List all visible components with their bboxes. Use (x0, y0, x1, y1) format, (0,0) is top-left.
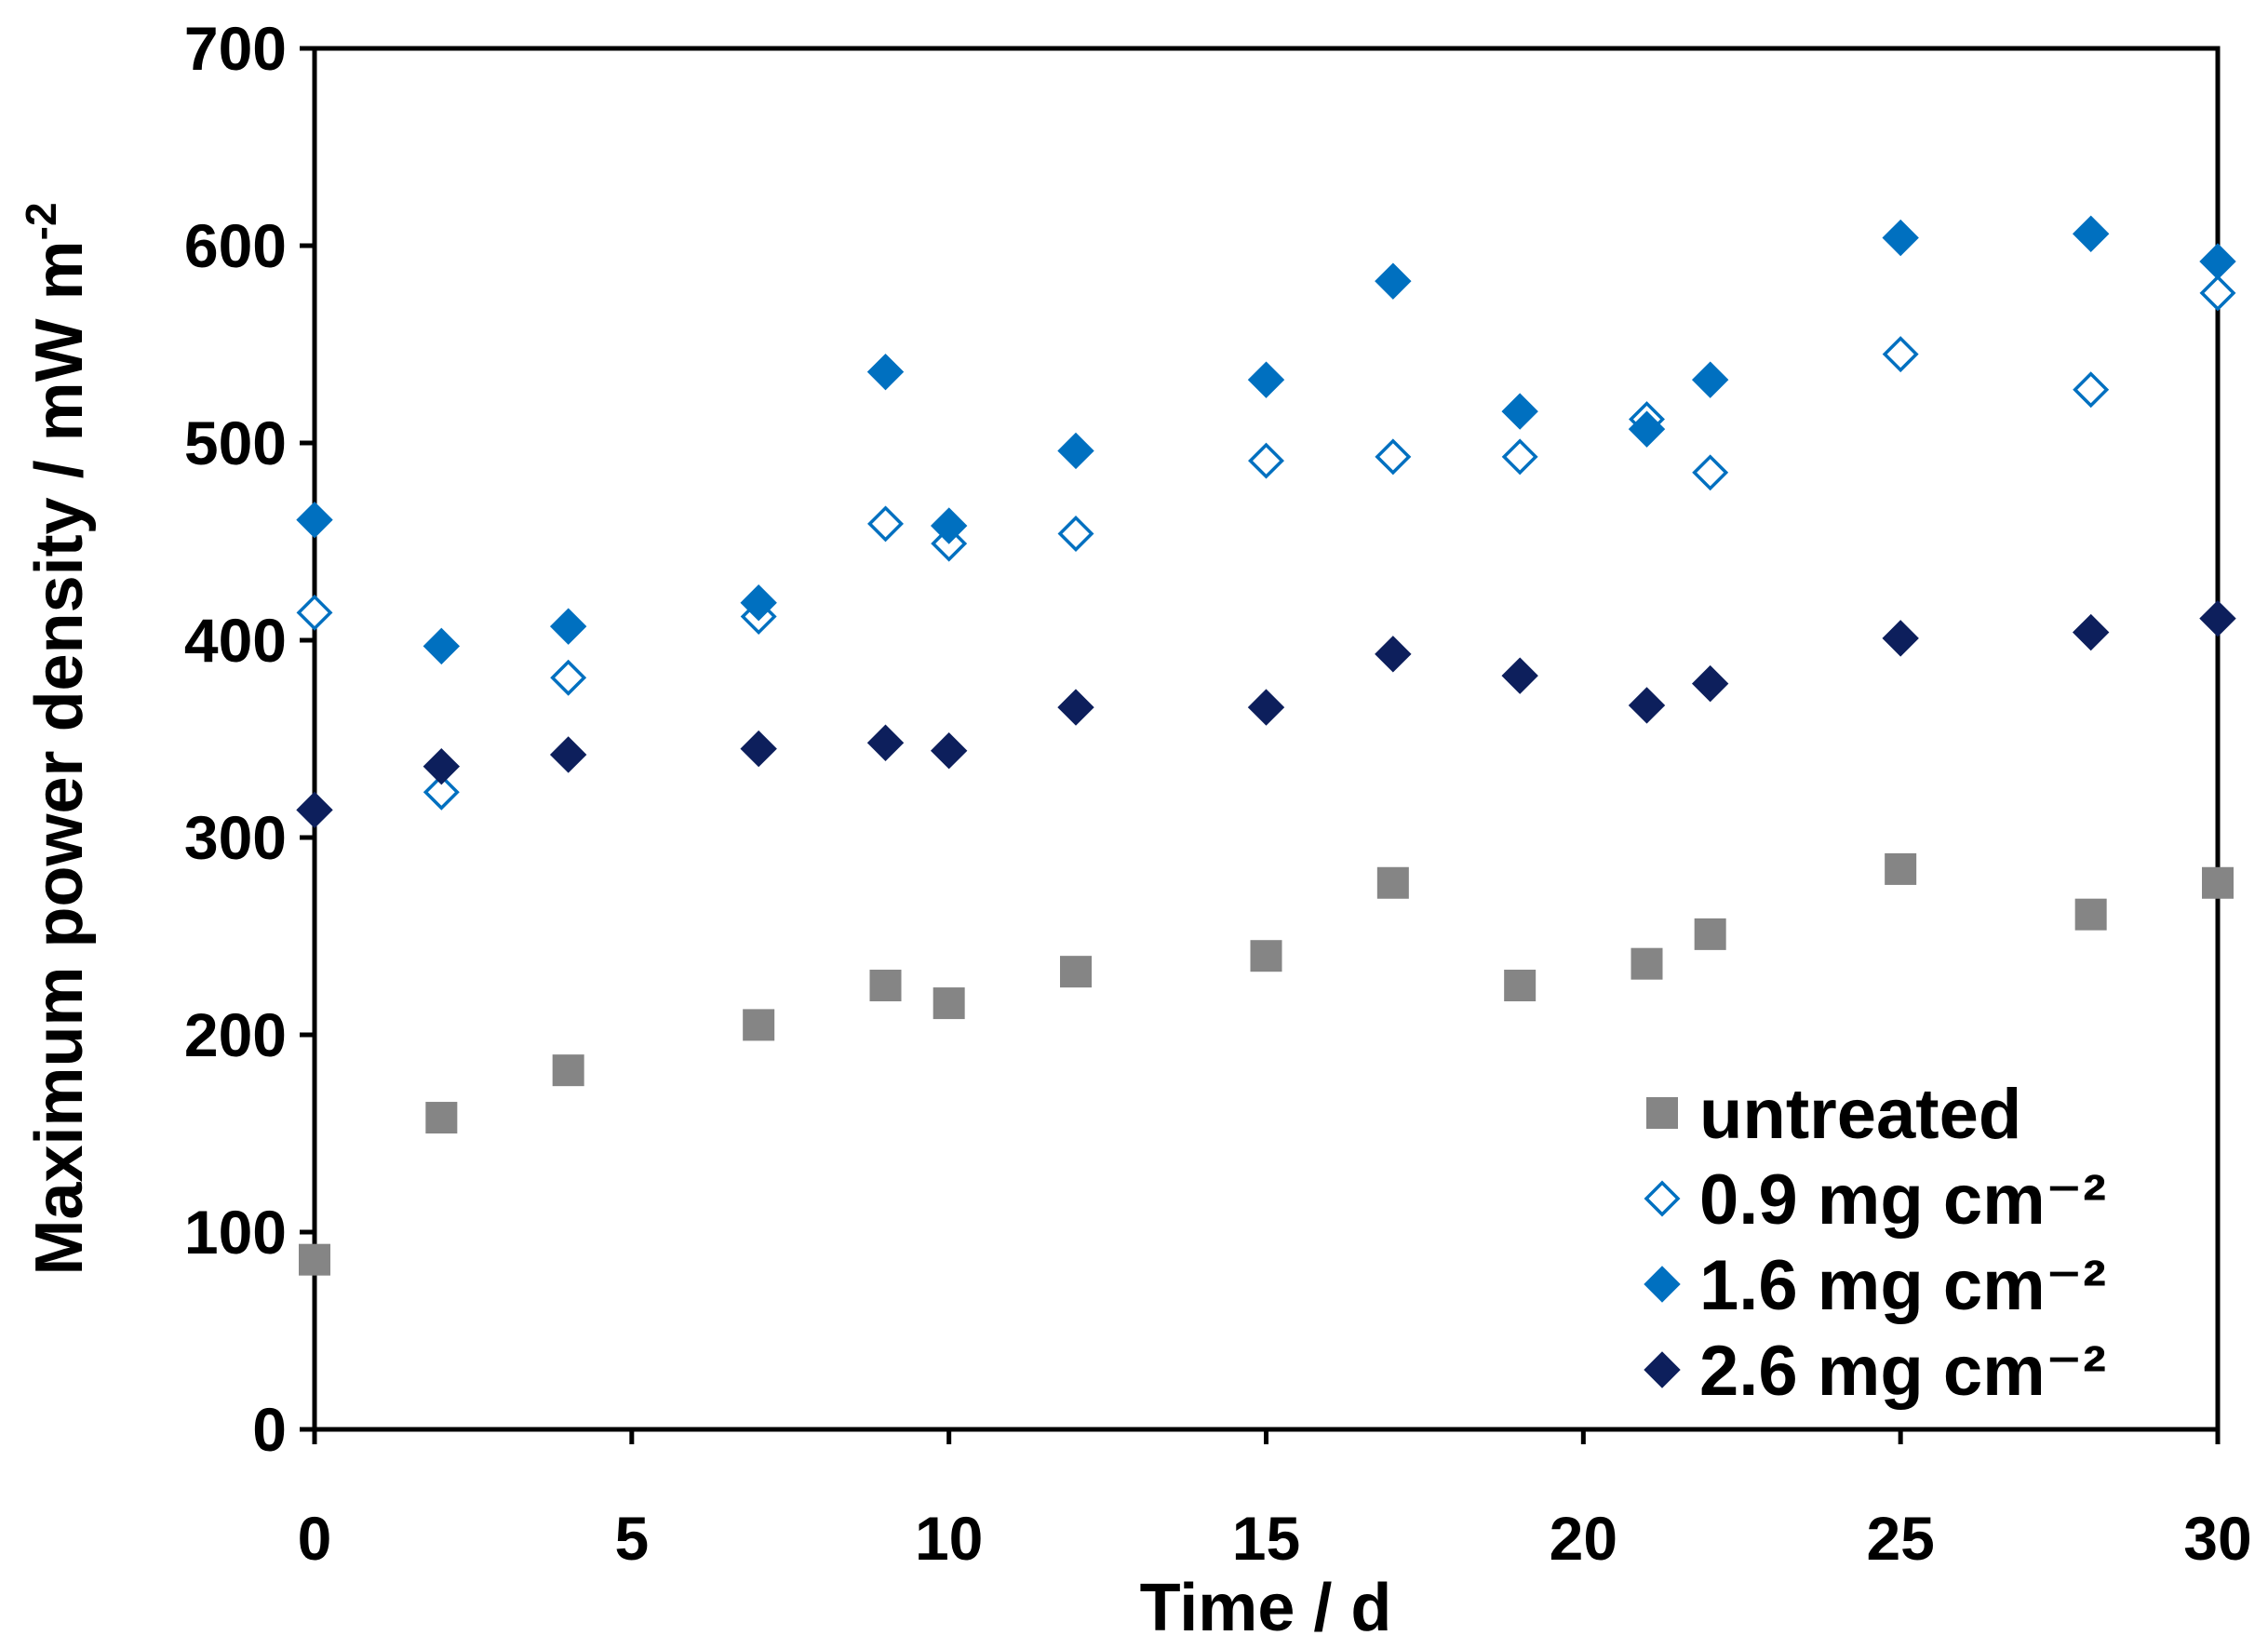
series-3 (296, 599, 2236, 829)
y-tick-label: 300 (184, 803, 287, 872)
data-point (1376, 866, 1409, 899)
y-axis-ticks: 0 100 200 300 400 500 600 700 (184, 14, 315, 1464)
data-point (1375, 262, 1412, 300)
y-tick-label: 200 (184, 1000, 287, 1069)
data-point (869, 970, 902, 1001)
data-point (299, 1243, 330, 1276)
data-point (1694, 918, 1726, 950)
data-point (1691, 361, 1729, 398)
x-tick-label: 25 (1866, 1504, 1934, 1573)
data-point (296, 501, 333, 539)
y-axis-title: Maximum power density / mW m-2 (17, 202, 97, 1275)
data-point (2073, 371, 2110, 409)
data-point (740, 584, 777, 622)
data-point (867, 505, 904, 543)
data-point (550, 659, 587, 696)
data-point (1628, 410, 1666, 448)
y-tick-label: 500 (184, 409, 287, 477)
data-point (1501, 438, 1538, 476)
data-point (552, 1054, 584, 1087)
x-tick-label: 15 (1232, 1504, 1300, 1573)
data-point (743, 1009, 775, 1041)
data-point (1057, 689, 1094, 726)
data-point (1057, 432, 1094, 470)
data-point (1501, 393, 1538, 430)
data-point (1057, 516, 1094, 552)
data-points (296, 215, 2236, 1276)
x-tick-label: 10 (915, 1504, 983, 1573)
legend-marker (1644, 1180, 1681, 1217)
data-point (1060, 956, 1092, 988)
legend-label: untreated (1699, 1075, 2021, 1154)
data-point (930, 507, 968, 544)
data-point (2074, 898, 2107, 931)
data-point (1631, 947, 1663, 980)
legend-marker (1644, 1266, 1681, 1303)
legend-label: 2.6 mg cm⁻² (1699, 1332, 2106, 1411)
data-point (1247, 361, 1285, 398)
data-point (549, 608, 587, 645)
data-point (296, 594, 333, 631)
data-point (2202, 866, 2234, 899)
x-tick-label: 30 (2183, 1504, 2251, 1573)
y-tick-label: 0 (252, 1395, 287, 1464)
series-2 (296, 215, 2236, 665)
data-point (1692, 454, 1729, 491)
legend-label: 0.9 mg cm⁻² (1699, 1160, 2106, 1240)
legend-marker (1646, 1097, 1678, 1129)
data-point (1882, 336, 1919, 373)
data-point (1248, 442, 1284, 479)
y-tick-label: 600 (184, 211, 287, 280)
data-point (1250, 940, 1282, 972)
data-point (1882, 219, 1919, 257)
data-point (1501, 657, 1538, 694)
data-point (1504, 970, 1537, 1001)
data-point (2199, 243, 2236, 280)
data-point (740, 730, 777, 768)
data-point (1882, 620, 1919, 657)
y-axis-title-superscript: -2 (17, 202, 65, 240)
x-axis-title: Time / d (1140, 1571, 1392, 1645)
x-tick-label: 20 (1550, 1504, 1617, 1573)
data-point (866, 353, 905, 391)
x-axis-ticks: 0 5 10 15 20 25 30 (298, 1429, 2252, 1573)
data-point (2199, 599, 2236, 637)
data-point (866, 724, 905, 761)
data-point (1247, 689, 1285, 726)
data-point (2072, 613, 2110, 651)
data-point (2199, 275, 2236, 312)
y-tick-label: 400 (184, 606, 287, 675)
legend-label: 1.6 mg cm⁻² (1699, 1246, 2106, 1325)
x-tick-label: 5 (614, 1504, 649, 1573)
data-point (930, 732, 968, 770)
data-point (423, 747, 461, 785)
y-axis-title-main: Maximum power density / mW m (22, 240, 97, 1275)
data-point (1375, 636, 1412, 673)
data-point (425, 1102, 458, 1134)
legend-marker (1644, 1351, 1681, 1388)
data-point (2072, 215, 2110, 252)
data-point (423, 773, 460, 811)
data-point (1885, 852, 1917, 885)
data-point (296, 791, 333, 829)
data-point (1691, 664, 1729, 703)
x-tick-label: 0 (298, 1504, 332, 1573)
data-point (423, 627, 461, 665)
data-point (1375, 438, 1412, 476)
y-tick-label: 100 (184, 1198, 287, 1267)
data-point (1628, 687, 1666, 724)
data-point (933, 987, 965, 1020)
y-tick-label: 700 (184, 14, 287, 83)
series-0 (299, 852, 2234, 1276)
data-point (549, 736, 587, 773)
